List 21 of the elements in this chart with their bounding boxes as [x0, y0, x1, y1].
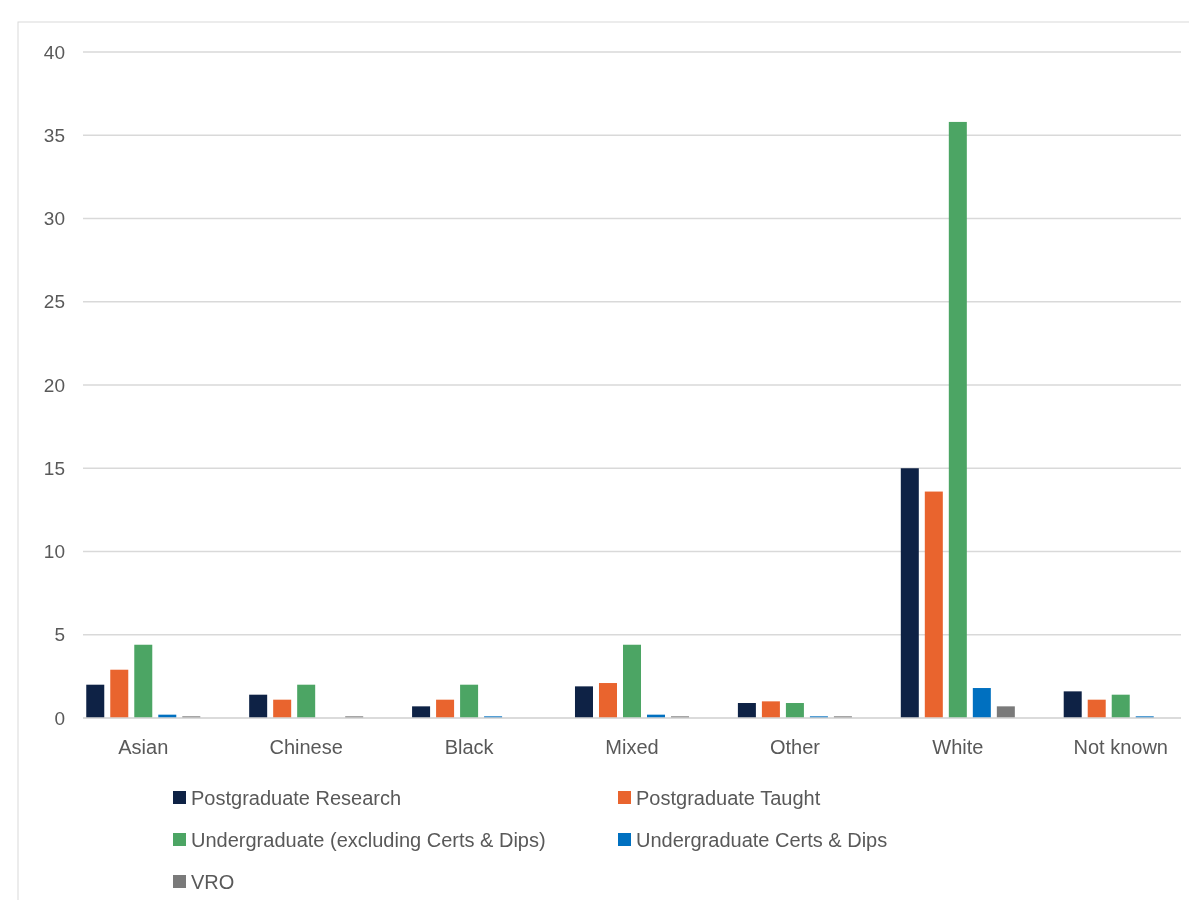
x-tick-label: Black: [444, 736, 495, 758]
y-tick-label: 15: [43, 457, 65, 479]
x-tick-label: Other: [769, 736, 821, 758]
x-tick-label: White: [932, 736, 984, 758]
x-tick-label: Mixed: [605, 736, 659, 758]
y-tick-label: 0: [54, 707, 65, 729]
legend-label: VRO: [191, 871, 235, 893]
legend-label: Postgraduate Taught: [636, 787, 821, 809]
x-tick-label: Asian: [118, 736, 169, 758]
legend-label: Undergraduate Certs & Dips: [636, 829, 888, 851]
x-tick-label: Not known: [1073, 736, 1168, 758]
legend-label: Postgraduate Research: [191, 787, 402, 809]
y-tick-label: 35: [43, 124, 65, 146]
y-tick-label: 40: [43, 41, 65, 63]
y-tick-label: 10: [43, 541, 65, 563]
y-tick-label: 30: [43, 208, 65, 230]
legend-label: Undergraduate (excluding Certs & Dips): [191, 829, 546, 851]
y-tick-label: 5: [54, 624, 65, 646]
x-tick-label: Chinese: [269, 736, 343, 758]
y-tick-label: 20: [43, 374, 65, 396]
y-tick-label: 25: [43, 291, 65, 313]
